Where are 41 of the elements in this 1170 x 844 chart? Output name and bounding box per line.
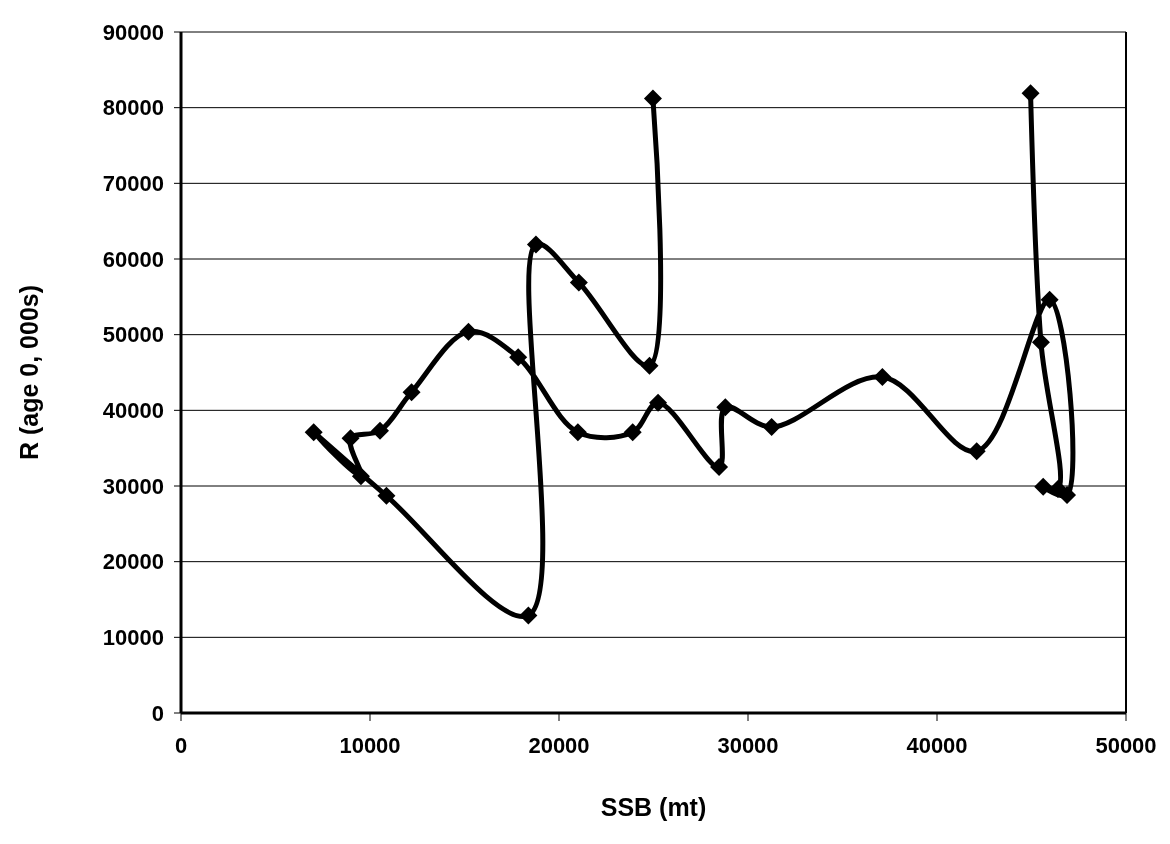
- point: [377, 486, 396, 505]
- x-axis-title: SSB (mt): [600, 793, 707, 821]
- x-tick-label: 20000: [528, 733, 590, 758]
- point: [623, 423, 642, 442]
- point: [402, 383, 421, 402]
- point: [1031, 333, 1050, 352]
- y-tick-label: 30000: [102, 473, 164, 499]
- point: [649, 393, 668, 412]
- y-tick-label: 90000: [102, 19, 164, 45]
- y-tick-label: 50000: [102, 322, 164, 348]
- y-tick-label: 40000: [102, 398, 164, 424]
- y-tick-label: 0: [151, 700, 164, 726]
- point: [304, 423, 323, 442]
- point: [568, 423, 587, 442]
- y-tick-label: 20000: [102, 549, 164, 575]
- y-tick-label: 80000: [102, 95, 164, 121]
- x-tick-label: 50000: [1095, 733, 1157, 758]
- point: [371, 421, 390, 440]
- point: [640, 356, 659, 375]
- x-tick-label: 10000: [339, 733, 401, 758]
- point: [716, 398, 735, 417]
- y-tick-label: 70000: [102, 171, 164, 197]
- point: [1040, 290, 1059, 309]
- point: [1034, 477, 1053, 496]
- point: [509, 348, 528, 367]
- y-tick-label: 60000: [102, 246, 164, 272]
- point: [643, 89, 662, 108]
- point: [873, 368, 892, 387]
- point: [710, 458, 729, 477]
- point: [569, 273, 588, 292]
- y-axis-title: R (age 0, 000s): [15, 284, 43, 461]
- point: [519, 606, 538, 625]
- point: [351, 467, 370, 486]
- point: [526, 235, 545, 254]
- x-tick-label: 0: [174, 733, 188, 758]
- point: [967, 442, 986, 461]
- point: [1021, 84, 1040, 103]
- point: [762, 417, 781, 436]
- x-tick-label: 40000: [906, 733, 968, 758]
- x-tick-label: 30000: [717, 733, 779, 758]
- y-tick-label: 10000: [102, 625, 164, 651]
